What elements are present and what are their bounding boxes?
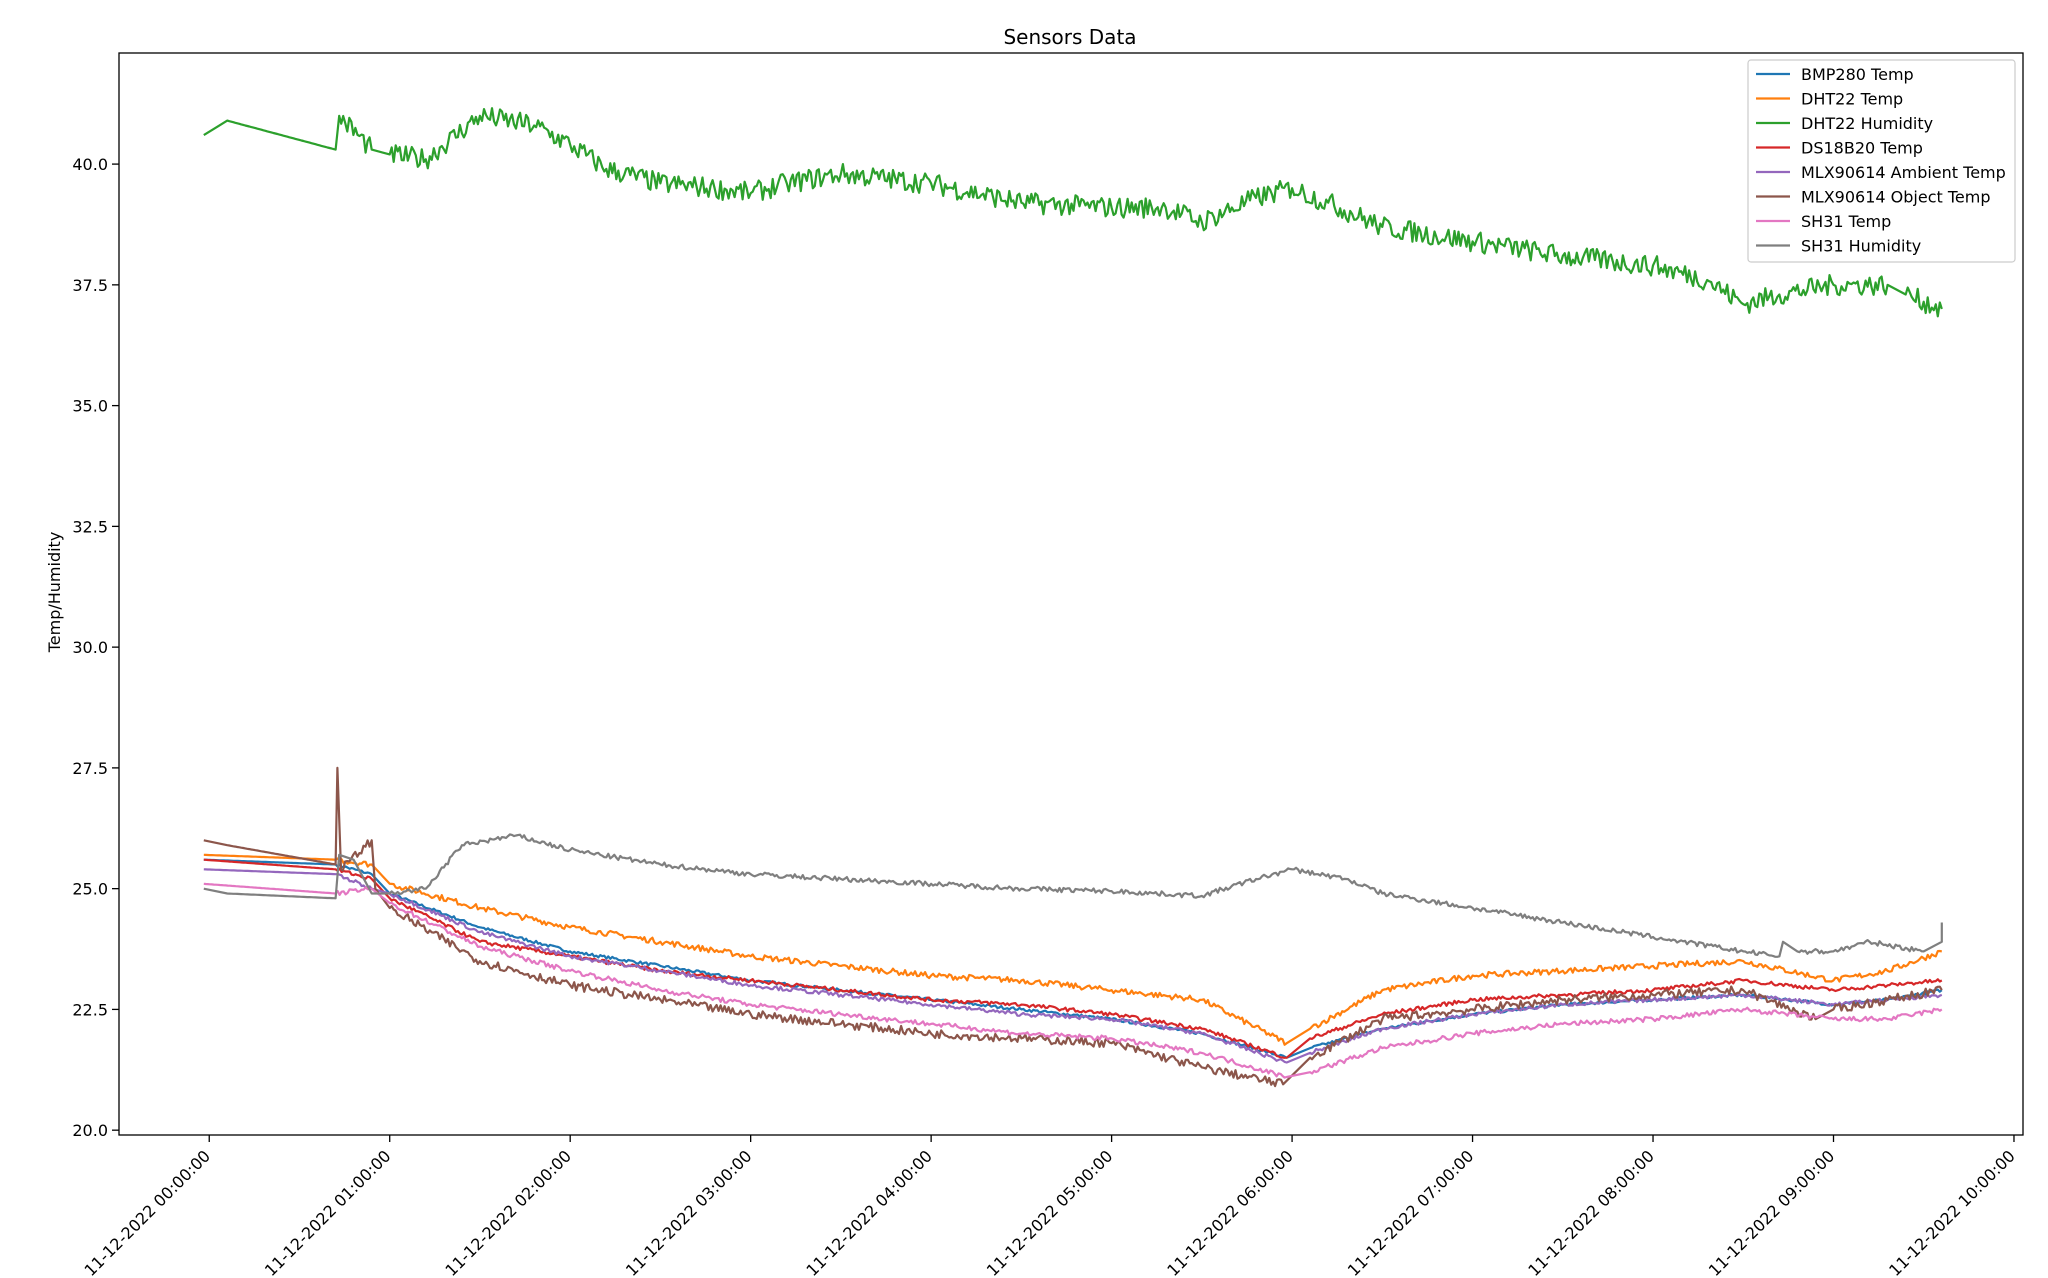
series-line-7	[203, 833, 1943, 958]
x-tick-label: 11-12-2022 06:00:00	[1163, 1146, 1297, 1278]
legend-label: BMP280 Temp	[1801, 65, 1914, 84]
legend-label: SH31 Humidity	[1801, 237, 1921, 256]
series-line-2	[203, 107, 1943, 318]
x-tick-label: 11-12-2022 02:00:00	[441, 1146, 575, 1278]
legend: BMP280 Temp DHT22 Temp DHT22 Humidity DS18B…	[1747, 59, 2016, 263]
series-line-0	[203, 858, 1943, 1059]
series-line-3	[203, 858, 1943, 1059]
y-tick-label: 30.0	[72, 638, 108, 657]
x-tick-label: 11-12-2022 04:00:00	[802, 1146, 936, 1278]
x-tick-label: 11-12-2022 01:00:00	[261, 1146, 395, 1278]
x-tick-label: 11-12-2022 07:00:00	[1344, 1146, 1478, 1278]
series-layer	[203, 107, 1943, 1088]
x-tick-label: 11-12-2022 05:00:00	[983, 1146, 1117, 1278]
legend-label: DHT22 Temp	[1801, 90, 1903, 109]
y-tick-label: 37.5	[72, 276, 108, 295]
series-line-4	[203, 868, 1943, 1064]
x-tick-label: 11-12-2022 03:00:00	[622, 1146, 756, 1278]
series-line-6	[203, 882, 1943, 1079]
y-tick-label: 32.5	[72, 517, 108, 536]
x-axis: 11-12-2022 00:00:00 11-12-2022 01:00:00 11…	[80, 1135, 2019, 1278]
legend-label: MLX90614 Object Temp	[1801, 188, 1991, 207]
y-tick-label: 20.0	[72, 1121, 108, 1140]
legend-label: DS18B20 Temp	[1801, 139, 1923, 158]
legend-label: SH31 Temp	[1801, 212, 1891, 231]
legend-box	[1747, 59, 2016, 263]
y-tick-label: 25.0	[72, 880, 108, 899]
y-axis-label: Temp/Humidity	[45, 532, 64, 654]
y-tick-label: 27.5	[72, 759, 108, 778]
series-line-1	[203, 853, 1943, 1046]
y-axis: 20.0 22.5 25.0 27.5 30.0 32.5 35.0 37.5 40.0	[72, 155, 119, 1140]
x-tick-label: 11-12-2022 09:00:00	[1705, 1146, 1839, 1278]
series-line-5	[203, 766, 1943, 1088]
y-tick-label: 35.0	[72, 397, 108, 416]
x-tick-label: 11-12-2022 00:00:00	[80, 1146, 214, 1278]
chart-title: Sensors Data	[1003, 25, 1136, 49]
y-tick-label: 22.5	[72, 1000, 108, 1019]
legend-label: MLX90614 Ambient Temp	[1801, 163, 2006, 182]
x-tick-label: 11-12-2022 08:00:00	[1524, 1146, 1658, 1278]
legend-label: DHT22 Humidity	[1801, 114, 1933, 133]
x-tick-label: 11-12-2022 10:00:00	[1885, 1146, 2019, 1278]
plot-area-frame	[118, 52, 2024, 1136]
y-tick-label: 40.0	[72, 155, 108, 174]
